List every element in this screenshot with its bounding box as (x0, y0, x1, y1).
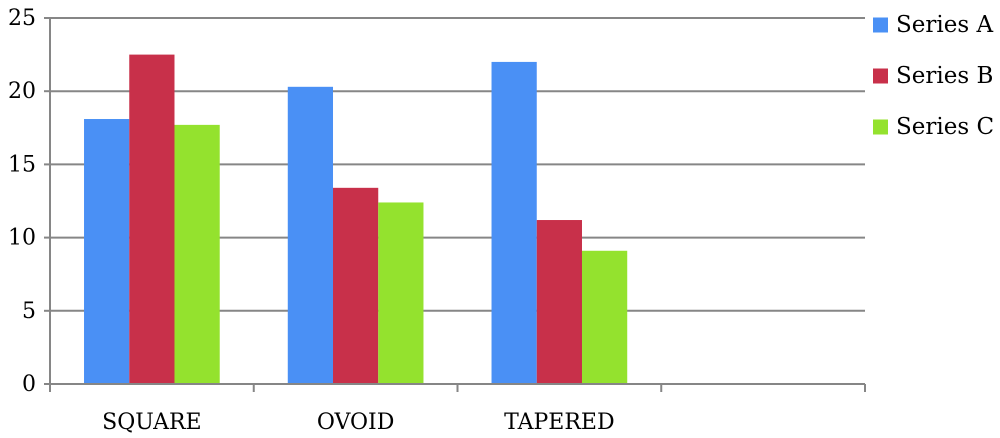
y-tick-label: 5 (22, 299, 36, 324)
x-category-label: TAPERED (504, 410, 614, 435)
legend-label: Series A (896, 12, 993, 38)
legend-label: Series C (896, 114, 994, 140)
bars (84, 54, 628, 385)
axis-labels: 0 5 10 15 20 25 SQUARE OVOID TAPERED (8, 6, 615, 435)
y-tick-label: 15 (8, 152, 36, 177)
x-category-label: SQUARE (102, 410, 201, 435)
y-tick-label: 0 (22, 372, 36, 397)
bar-series-b-square (129, 54, 175, 384)
bar-series-c-ovoid (378, 202, 424, 384)
legend-swatch (873, 119, 888, 135)
legend-swatch (873, 17, 888, 33)
legend-label: Series B (896, 63, 993, 89)
y-tick-label: 20 (8, 79, 36, 104)
bar-series-c-square (174, 124, 220, 384)
y-tick-label: 10 (8, 226, 36, 251)
legend-swatch (873, 68, 888, 84)
y-tick-label: 25 (8, 6, 36, 31)
bar-series-b-ovoid (333, 187, 379, 384)
axes (44, 17, 866, 392)
legend: Series A Series B Series C (873, 12, 994, 140)
bar-series-a-square (84, 119, 130, 385)
bar-series-c-tapered (581, 250, 628, 384)
x-category-label: OVOID (317, 410, 395, 435)
bar-series-a-tapered (491, 61, 537, 385)
bar-series-b-tapered (536, 220, 582, 384)
bar-series-a-ovoid (287, 86, 334, 385)
